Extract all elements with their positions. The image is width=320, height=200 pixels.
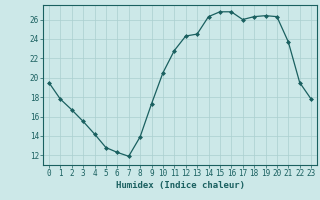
X-axis label: Humidex (Indice chaleur): Humidex (Indice chaleur)	[116, 181, 244, 190]
